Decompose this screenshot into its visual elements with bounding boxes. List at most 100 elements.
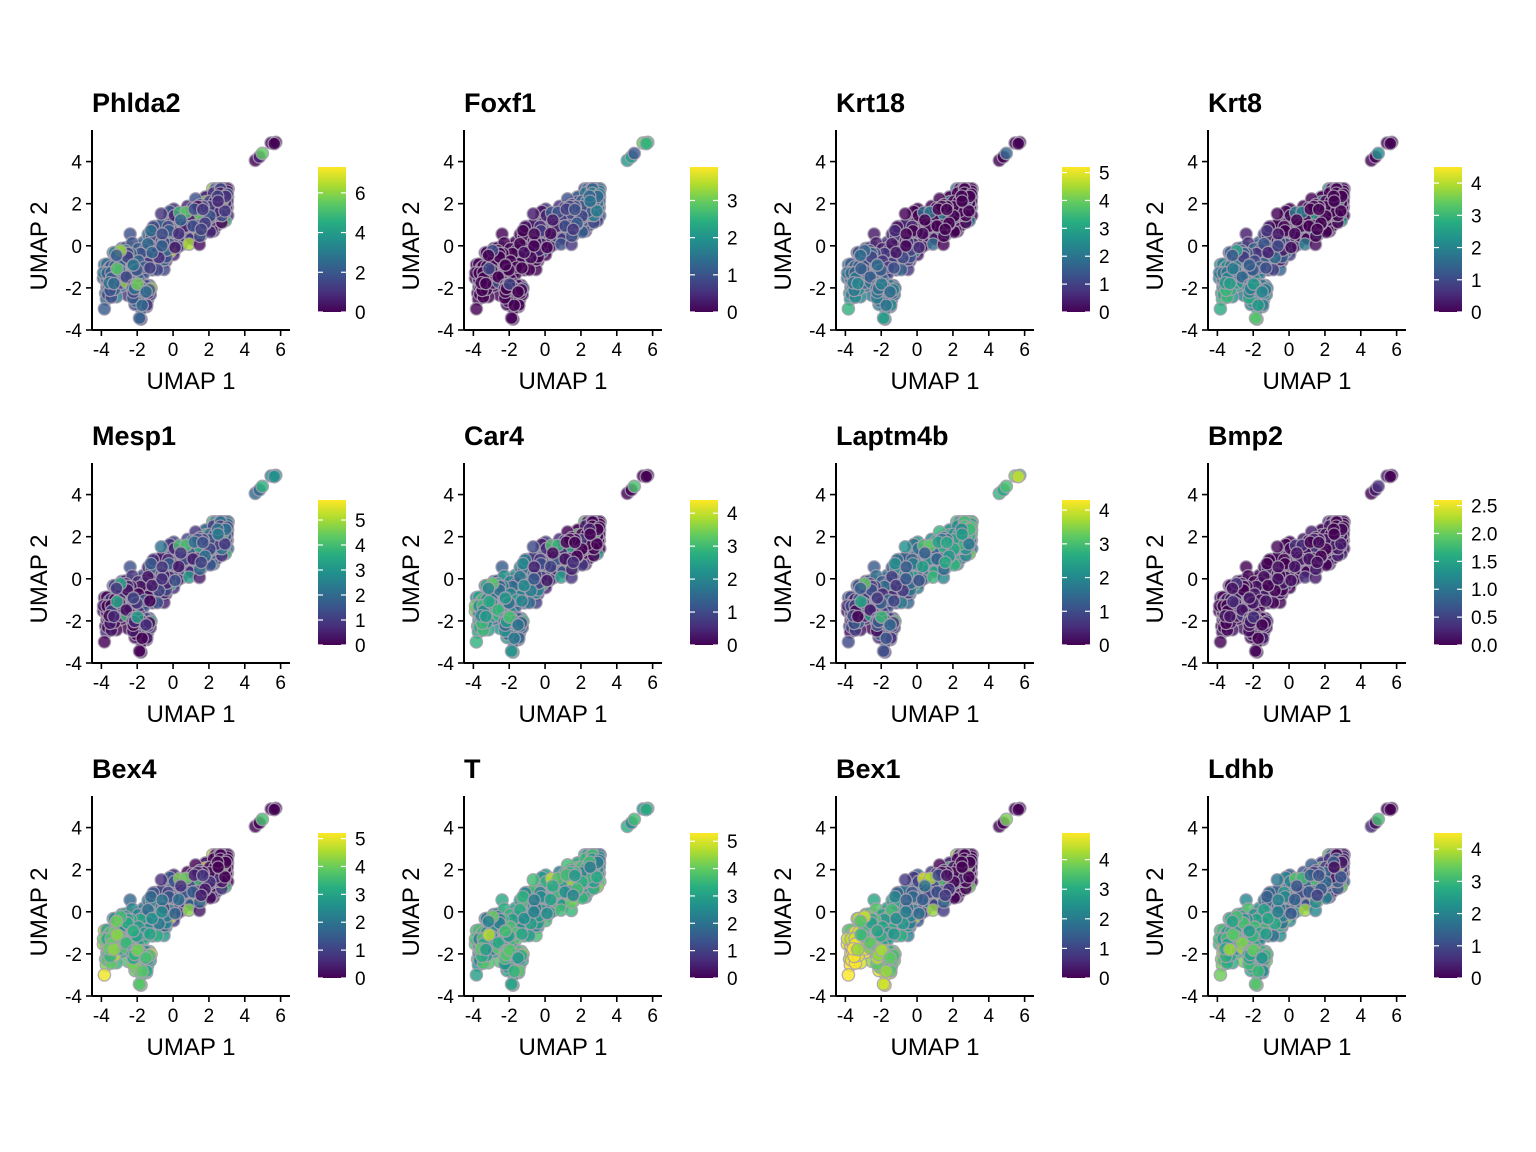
- data-point: [97, 302, 112, 316]
- x-tick-label: 4: [611, 673, 622, 694]
- data-point: [939, 535, 954, 550]
- data-point: [97, 635, 112, 649]
- x-tick-label: 0: [1284, 673, 1295, 694]
- data-point: [898, 539, 913, 554]
- colorbar-tick-label: 0: [727, 303, 738, 324]
- data-point: [135, 631, 150, 646]
- colorbar-tick-label: 4: [355, 536, 366, 557]
- colorbar-tick-label: 4: [1099, 501, 1110, 522]
- data-point: [876, 644, 891, 658]
- data-point: [583, 527, 597, 542]
- scatter-points: [840, 468, 1027, 660]
- data-point: [143, 594, 157, 608]
- x-axis-label: UMAP 1: [1263, 368, 1352, 395]
- data-point: [888, 223, 902, 238]
- data-point: [879, 631, 894, 646]
- colorbar-tick-label: 1: [727, 266, 738, 287]
- x-tick-label: 0: [168, 340, 179, 361]
- y-tick-label: -4: [1181, 654, 1198, 675]
- x-axis-label: UMAP 1: [519, 368, 608, 395]
- data-point: [498, 591, 513, 605]
- colorbar-tick-label: 2.5: [1471, 497, 1497, 518]
- x-tick-label: -2: [1245, 673, 1262, 694]
- data-point: [899, 572, 913, 586]
- x-tick-label: 4: [1355, 340, 1366, 361]
- colorbar-tick-label: 1: [355, 611, 366, 632]
- data-point: [144, 223, 158, 238]
- colorbar-tick-label: 2: [1099, 247, 1110, 268]
- data-point: [507, 631, 522, 646]
- y-tick-label: -2: [65, 279, 82, 300]
- colorbar-tick-label: 1: [727, 603, 738, 624]
- data-point: [527, 227, 542, 241]
- data-point: [883, 618, 897, 632]
- colorbar-gradient: [1434, 167, 1462, 312]
- x-tick-label: 4: [983, 673, 994, 694]
- y-tick-label: 0: [815, 237, 826, 258]
- y-tick-label: -2: [809, 279, 826, 300]
- colorbar-tick-label: 2: [355, 586, 366, 607]
- x-tick-label: -2: [129, 673, 146, 694]
- data-point: [106, 276, 121, 291]
- data-point: [527, 239, 541, 253]
- data-point: [917, 546, 932, 560]
- x-tick-label: -2: [129, 340, 146, 361]
- y-tick-label: 2: [443, 528, 454, 549]
- y-axis-label: UMAP 2: [26, 202, 53, 291]
- data-point: [1225, 248, 1240, 263]
- data-point: [915, 559, 930, 574]
- data-point: [173, 546, 188, 560]
- y-tick-label: -2: [437, 612, 454, 633]
- data-point: [1287, 226, 1302, 241]
- data-point: [155, 560, 170, 574]
- data-point: [168, 573, 182, 588]
- panel-title: Mesp1: [92, 421, 176, 451]
- x-axis-label: UMAP 1: [147, 701, 236, 728]
- colorbar-tick-label: 0.0: [1471, 636, 1497, 657]
- y-axis-label: UMAP 2: [1142, 535, 1169, 624]
- x-tick-label: 0: [540, 673, 551, 694]
- data-point: [1371, 146, 1386, 161]
- panel-title: Laptm4b: [836, 421, 949, 451]
- data-point: [195, 535, 210, 550]
- y-tick-label: 2: [1187, 195, 1198, 216]
- data-point: [1271, 239, 1285, 253]
- x-tick-label: 6: [647, 673, 658, 694]
- data-point: [154, 206, 169, 221]
- colorbar-tick-label: 2.0: [1471, 524, 1497, 545]
- data-point: [267, 136, 282, 151]
- data-point: [1213, 302, 1228, 316]
- y-tick-label: 0: [1187, 237, 1198, 258]
- scatter-points: [840, 135, 1027, 327]
- data-point: [527, 560, 542, 574]
- x-tick-label: -2: [873, 340, 890, 361]
- data-point: [540, 573, 554, 588]
- data-point: [154, 539, 169, 554]
- colorbar-gradient: [1062, 500, 1090, 645]
- x-tick-label: 0: [1284, 340, 1295, 361]
- colorbar-tick-label: 2: [1099, 569, 1110, 590]
- x-axis-label: UMAP 1: [891, 701, 980, 728]
- x-tick-label: 6: [1019, 340, 1030, 361]
- data-point: [912, 240, 926, 255]
- y-tick-label: 0: [443, 570, 454, 591]
- x-tick-label: 2: [948, 340, 959, 361]
- x-tick-label: -4: [1209, 673, 1226, 694]
- data-point: [955, 194, 969, 209]
- data-point: [545, 546, 560, 560]
- data-point: [887, 594, 901, 608]
- colorbar-tick-label: 1.5: [1471, 552, 1497, 573]
- y-tick-label: 0: [815, 570, 826, 591]
- y-tick-label: -4: [809, 321, 826, 342]
- data-point: [850, 609, 865, 624]
- data-point: [899, 560, 914, 574]
- data-point: [1222, 609, 1237, 624]
- data-point: [171, 559, 186, 574]
